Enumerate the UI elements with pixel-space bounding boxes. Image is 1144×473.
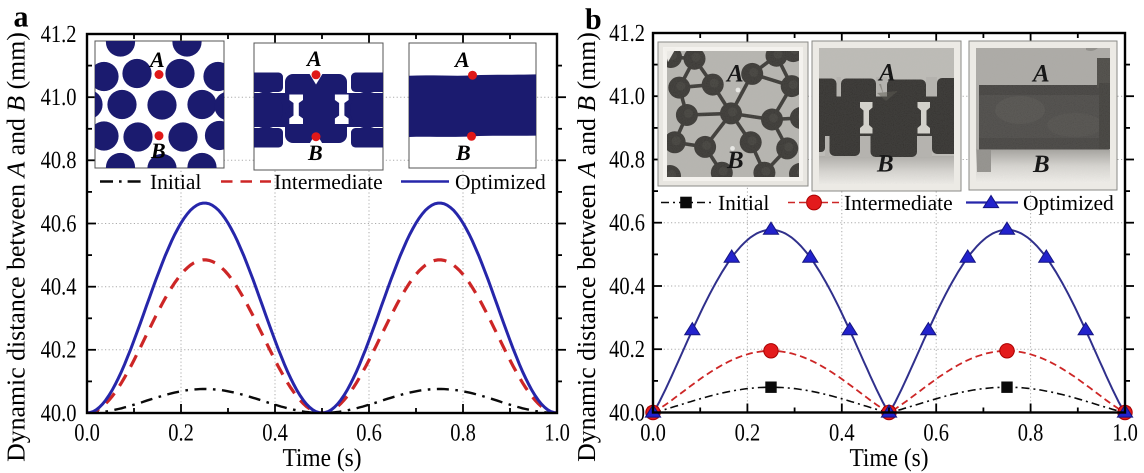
svg-text:41.0: 41.0 — [41, 85, 77, 111]
svg-text:1.0: 1.0 — [1112, 420, 1138, 446]
svg-text:Time (s): Time (s) — [282, 444, 361, 473]
svg-text:B: B — [307, 140, 323, 165]
svg-text:Optimized: Optimized — [455, 170, 546, 194]
svg-text:0.0: 0.0 — [640, 420, 666, 446]
svg-text:40.8: 40.8 — [41, 148, 77, 174]
svg-text:0.4: 0.4 — [262, 420, 288, 446]
svg-text:41.2: 41.2 — [41, 21, 77, 47]
svg-text:a: a — [14, 1, 29, 34]
svg-text:A: A — [305, 46, 322, 71]
svg-text:41.2: 41.2 — [609, 20, 645, 46]
svg-text:b: b — [585, 3, 602, 36]
svg-text:40.6: 40.6 — [41, 211, 77, 237]
svg-text:Time (s): Time (s) — [849, 444, 928, 473]
svg-text:Intermediate: Intermediate — [274, 170, 383, 194]
svg-text:A: A — [148, 47, 165, 72]
svg-text:Initial: Initial — [718, 191, 769, 215]
svg-text:0.8: 0.8 — [450, 420, 476, 446]
svg-text:Intermediate: Intermediate — [844, 191, 953, 215]
svg-text:A: A — [453, 47, 470, 72]
svg-text:40.0: 40.0 — [41, 400, 77, 426]
svg-text:40.2: 40.2 — [609, 337, 645, 363]
svg-text:0.6: 0.6 — [923, 420, 949, 446]
svg-text:40.0: 40.0 — [609, 400, 645, 426]
svg-text:Dynamic distance between A and: Dynamic distance between A and B (mm) — [572, 32, 601, 462]
svg-text:1.0: 1.0 — [544, 420, 570, 446]
svg-text:41.0: 41.0 — [609, 84, 645, 110]
svg-text:0.4: 0.4 — [829, 420, 855, 446]
svg-text:0.2: 0.2 — [735, 420, 761, 446]
svg-text:0.2: 0.2 — [168, 420, 194, 446]
svg-text:Dynamic distance between A and: Dynamic distance between A and B (mm) — [2, 32, 31, 462]
svg-text:40.6: 40.6 — [609, 210, 645, 236]
svg-text:40.8: 40.8 — [609, 147, 645, 173]
svg-text:0.6: 0.6 — [356, 420, 382, 446]
svg-text:40.2: 40.2 — [41, 337, 77, 363]
svg-text:0.0: 0.0 — [74, 420, 100, 446]
svg-text:Initial: Initial — [150, 170, 201, 194]
svg-text:Optimized: Optimized — [1023, 191, 1114, 215]
svg-text:0.8: 0.8 — [1018, 420, 1044, 446]
svg-text:40.4: 40.4 — [41, 274, 77, 300]
svg-text:40.4: 40.4 — [609, 273, 645, 299]
svg-text:B: B — [150, 138, 166, 163]
svg-text:B: B — [455, 140, 471, 165]
